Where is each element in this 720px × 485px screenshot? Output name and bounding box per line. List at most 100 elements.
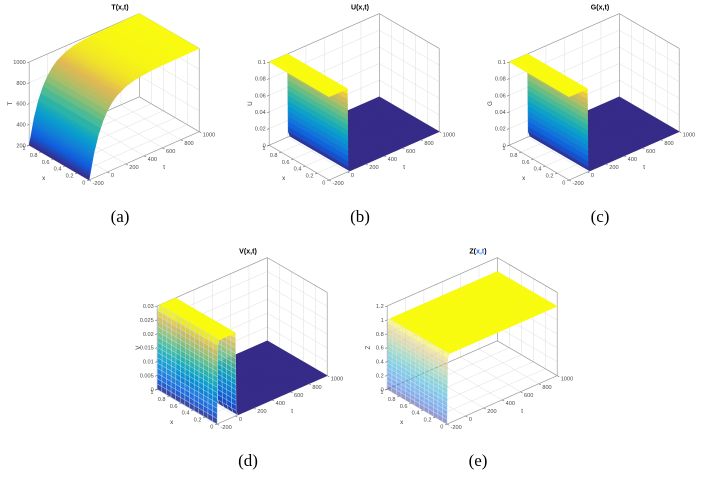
svg-text:U(x,t): U(x,t) xyxy=(351,5,369,12)
svg-text:0.2: 0.2 xyxy=(546,174,554,180)
svg-text:0.6: 0.6 xyxy=(400,404,408,410)
svg-text:Z: Z xyxy=(365,346,372,350)
svg-text:400: 400 xyxy=(148,157,157,163)
svg-text:0: 0 xyxy=(381,387,384,393)
svg-text:0: 0 xyxy=(263,143,266,149)
svg-text:T: T xyxy=(7,102,14,106)
subplot-label-e: (e) xyxy=(468,451,488,470)
svg-text:0: 0 xyxy=(503,143,506,149)
svg-text:0.06: 0.06 xyxy=(495,93,506,99)
svg-text:1: 1 xyxy=(380,390,383,396)
svg-text:0.4: 0.4 xyxy=(534,167,542,173)
svg-text:800: 800 xyxy=(542,385,551,391)
surface-plot-b: 0 0.2 0.4 0.6 0.8 1 -200 0 200 400 600 800 1000 0 0.02… xyxy=(246,2,474,227)
svg-text:800: 800 xyxy=(312,385,321,391)
svg-text:800: 800 xyxy=(424,141,433,147)
svg-text:x: x xyxy=(42,175,46,182)
svg-text:600: 600 xyxy=(524,393,533,399)
svg-text:0: 0 xyxy=(562,181,565,187)
svg-text:200: 200 xyxy=(16,143,25,149)
svg-text:0.06: 0.06 xyxy=(255,93,266,99)
subplot-label-b: (b) xyxy=(350,207,370,226)
subplot-label-d: (d) xyxy=(238,451,258,470)
svg-text:x: x xyxy=(170,419,174,426)
svg-text:-200: -200 xyxy=(93,181,104,187)
svg-text:0.6: 0.6 xyxy=(170,404,178,410)
surface-plot-a: 0 0.2 0.4 0.6 0.8 1 -200 0 200 400 600 800 1000 200 40… xyxy=(6,2,234,227)
svg-text:0.2: 0.2 xyxy=(424,418,432,424)
svg-text:0.025: 0.025 xyxy=(140,318,154,324)
svg-text:200: 200 xyxy=(257,409,266,415)
svg-text:0.04: 0.04 xyxy=(255,110,266,116)
subplot-label-a: (a) xyxy=(110,207,130,226)
svg-text:G(x,t): G(x,t) xyxy=(591,5,609,12)
svg-text:0.8: 0.8 xyxy=(388,397,396,403)
svg-text:0.6: 0.6 xyxy=(522,160,530,166)
svg-text:1000: 1000 xyxy=(203,133,215,139)
svg-text:-200: -200 xyxy=(573,181,584,187)
svg-text:0: 0 xyxy=(111,173,114,179)
surface-plot-canvas-a: 0 0.2 0.4 0.6 0.8 1 -200 0 200 400 600 800 1000 200 40… xyxy=(7,5,215,187)
svg-text:0.8: 0.8 xyxy=(376,332,384,338)
surface-plot-canvas-c: 0 0.2 0.4 0.6 0.8 1 -200 0 200 400 600 800 1000 0 0.02… xyxy=(487,5,695,187)
svg-text:V: V xyxy=(135,345,142,350)
svg-text:0.4: 0.4 xyxy=(412,411,420,417)
svg-text:0.6: 0.6 xyxy=(282,160,290,166)
svg-text:0.6: 0.6 xyxy=(42,160,50,166)
svg-text:0.01: 0.01 xyxy=(143,360,154,366)
svg-text:x: x xyxy=(522,175,526,182)
svg-text:0.2: 0.2 xyxy=(194,418,202,424)
svg-text:x: x xyxy=(400,419,404,426)
svg-text:0: 0 xyxy=(82,181,85,187)
svg-text:400: 400 xyxy=(388,157,397,163)
svg-text:1000: 1000 xyxy=(683,133,695,139)
svg-text:0.4: 0.4 xyxy=(54,167,62,173)
svg-text:200: 200 xyxy=(609,165,618,171)
svg-text:600: 600 xyxy=(16,102,25,108)
surface-plot-canvas-b: 0 0.2 0.4 0.6 0.8 1 -200 0 200 400 600 800 1000 0 0.02… xyxy=(247,5,455,187)
svg-text:U: U xyxy=(247,101,254,106)
svg-text:V(x,t): V(x,t) xyxy=(239,249,257,256)
svg-text:T(x,t): T(x,t) xyxy=(111,5,128,12)
svg-text:0.8: 0.8 xyxy=(270,153,278,159)
svg-text:0.04: 0.04 xyxy=(495,110,506,116)
svg-text:0.2: 0.2 xyxy=(66,174,74,180)
svg-text:x: x xyxy=(282,175,286,182)
svg-text:0.8: 0.8 xyxy=(510,153,518,159)
surface-plot-canvas-d: 0 0.2 0.4 0.6 0.8 1 -200 0 200 400 600 800 1000 0 0.00… xyxy=(135,249,343,431)
surface-plot-e: 0 0.2 0.4 0.6 0.8 1 -200 0 200 400 600 800 1000 0 0.2 0… xyxy=(364,246,592,471)
svg-text:200: 200 xyxy=(129,165,138,171)
svg-text:1000: 1000 xyxy=(13,60,25,66)
svg-text:1000: 1000 xyxy=(561,377,573,383)
svg-text:0: 0 xyxy=(239,417,242,423)
svg-text:800: 800 xyxy=(664,141,673,147)
svg-text:0.08: 0.08 xyxy=(255,77,266,83)
svg-text:1: 1 xyxy=(381,318,384,324)
svg-text:0.8: 0.8 xyxy=(158,397,166,403)
svg-text:1000: 1000 xyxy=(331,377,343,383)
svg-text:t: t xyxy=(163,164,165,171)
svg-text:0: 0 xyxy=(322,181,325,187)
svg-text:600: 600 xyxy=(646,149,655,155)
svg-text:0: 0 xyxy=(591,173,594,179)
svg-text:0.02: 0.02 xyxy=(255,127,266,133)
svg-text:400: 400 xyxy=(628,157,637,163)
svg-text:0.1: 0.1 xyxy=(498,60,506,66)
svg-text:0: 0 xyxy=(440,425,443,431)
svg-text:0.2: 0.2 xyxy=(376,373,384,379)
svg-text:0.2: 0.2 xyxy=(306,174,314,180)
svg-text:0.4: 0.4 xyxy=(182,411,190,417)
surface-plot-canvas-e: 0 0.2 0.4 0.6 0.8 1 -200 0 200 400 600 800 1000 0 0.2 0… xyxy=(365,249,573,431)
svg-text:400: 400 xyxy=(506,401,515,407)
subplot-label-c: (c) xyxy=(590,207,610,226)
svg-text:1: 1 xyxy=(150,390,153,396)
svg-text:-200: -200 xyxy=(333,181,344,187)
svg-text:Z(x,t): Z(x,t) xyxy=(469,249,486,256)
svg-text:0.6: 0.6 xyxy=(376,346,384,352)
svg-text:-200: -200 xyxy=(451,425,462,431)
svg-text:1: 1 xyxy=(22,146,25,152)
surface-plot-d: 0 0.2 0.4 0.6 0.8 1 -200 0 200 400 600 800 1000 0 0.00… xyxy=(134,246,362,471)
svg-text:0: 0 xyxy=(210,425,213,431)
svg-text:400: 400 xyxy=(16,123,25,129)
